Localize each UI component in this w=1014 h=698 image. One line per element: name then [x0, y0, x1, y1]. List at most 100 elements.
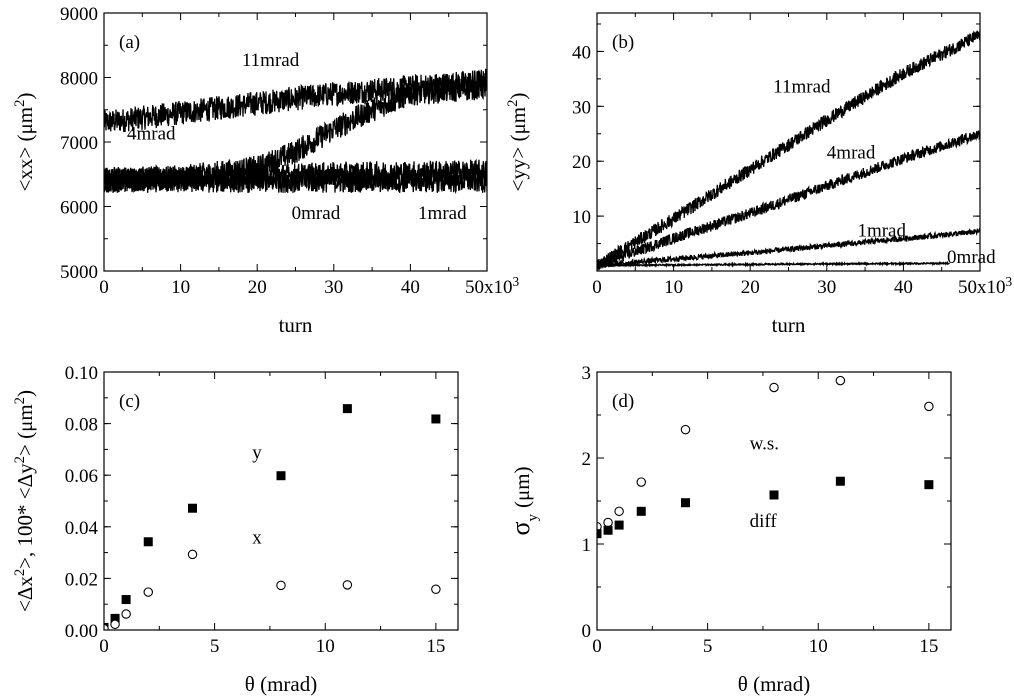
panel-label: (b) — [612, 32, 634, 53]
x-tick-label: 15 — [426, 636, 445, 657]
y-tick-label: 3 — [582, 363, 592, 384]
plot-area — [597, 29, 980, 271]
panel-label: (d) — [612, 391, 634, 412]
annotation-11mrad: 11mrad — [242, 50, 300, 71]
panel-a: 0 10 20 30 40 50x103 5000 6000 7000 8000 9000 (a) 11… — [12, 4, 520, 337]
y-axis-label: <Δx2>, 100* <Δy2> (μm2) — [12, 390, 37, 612]
series-y-point — [188, 503, 197, 513]
y-tick-label: 7000 — [60, 133, 98, 154]
y-tick-label: 0.04 — [65, 518, 99, 539]
annotation-x: x — [252, 528, 262, 549]
series-y-point — [121, 595, 131, 605]
series-0mrad — [104, 166, 487, 195]
y-tick-label: 0.06 — [65, 466, 98, 487]
annotation-11mrad: 11mrad — [773, 77, 831, 98]
series-x-point — [431, 584, 441, 594]
x-axis-label: θ (mrad) — [738, 672, 810, 696]
x-tick-label: 0 — [592, 277, 602, 298]
y-tick-label: 2 — [582, 449, 592, 470]
series-w-s--point — [597, 522, 602, 532]
x-tick-label: 50x103 — [465, 274, 520, 299]
series-x-point — [342, 580, 353, 590]
series-11mrad — [104, 68, 487, 133]
x-tick-label: 50x103 — [958, 274, 1013, 299]
series-y-point — [431, 414, 441, 424]
annotation-diff: diff — [750, 511, 778, 532]
x-axis-label: θ (mrad) — [245, 672, 317, 696]
y-tick-label: 0 — [582, 621, 592, 642]
y-axis-label: <yy> (μm2) — [505, 93, 530, 192]
series-w-s--point — [636, 477, 646, 487]
series-x-point — [121, 609, 131, 619]
y-tick-label: 9000 — [60, 4, 98, 25]
x-tick-label: 30 — [324, 277, 343, 298]
y-tick-label: 40 — [572, 42, 591, 63]
annotation-y: y — [252, 442, 262, 463]
panel-d: 0 5 10 15 0 1 2 3 (d) w.s. diff θ (mrad) σy(μm) — [506, 363, 952, 696]
y-tick-label: 0.10 — [65, 363, 98, 384]
series-w-s--point — [769, 382, 779, 393]
series-diff-point — [924, 480, 934, 490]
plot-area — [104, 68, 487, 195]
x-tick-label: 40 — [401, 277, 420, 298]
series-11mrad — [597, 29, 980, 271]
series-y-point — [276, 471, 286, 481]
series-diff-point — [681, 498, 690, 508]
x-tick-label: 5 — [210, 636, 220, 657]
annotation-w-s: w.s. — [750, 433, 779, 454]
x-tick-label: 30 — [817, 277, 836, 298]
plot-area — [104, 404, 441, 630]
plot-area — [597, 375, 934, 539]
y-axis-label: σy(μm) — [506, 466, 541, 535]
y-tick-label: 0.02 — [65, 569, 98, 590]
series-y-point — [342, 404, 352, 414]
x-tick-label: 10 — [171, 277, 190, 298]
series-diff-point — [603, 525, 613, 535]
series-w-s--point — [614, 506, 624, 517]
plot-frame — [596, 371, 952, 631]
series-y-point — [143, 537, 153, 547]
x-tick-label: 10 — [664, 277, 683, 298]
y-tick-label: 10 — [572, 207, 591, 228]
y-axis-label: <xx> (μm2) — [12, 93, 37, 192]
series-x-point — [143, 587, 154, 597]
y-tick-label: 6000 — [60, 198, 98, 219]
x-tick-label: 10 — [316, 636, 335, 657]
x-tick-label: 20 — [741, 277, 760, 298]
series-w-s--point — [924, 401, 934, 412]
series-diff-point — [769, 490, 779, 500]
x-tick-label: 0 — [99, 636, 109, 657]
x-axis-label: turn — [772, 313, 806, 337]
x-tick-label: 40 — [894, 277, 913, 298]
annotation-1mrad: 1mrad — [857, 220, 906, 241]
series-w-s--point — [680, 424, 691, 435]
y-tick-label: 30 — [572, 97, 591, 118]
series-diff-point — [597, 529, 602, 539]
series-x-point — [110, 619, 120, 630]
panel-c: 0 5 10 15 0.00 0.02 0.04 0.06 0.08 0.10 (c) y x θ (mr… — [12, 363, 459, 696]
series-x-point — [276, 580, 286, 591]
series-w-s--point — [835, 375, 846, 386]
y-tick-label: 0.08 — [65, 415, 98, 436]
series-0mrad — [597, 260, 950, 269]
x-tick-label: 10 — [809, 636, 828, 657]
panel-label: (a) — [119, 32, 140, 53]
panel-b: 0 10 20 30 40 50x103 10 20 30 40 (b) 11mrad 4mrad 1mr… — [505, 12, 1013, 337]
x-tick-label: 5 — [703, 636, 713, 657]
x-axis-label: turn — [279, 313, 313, 337]
series-1mrad — [104, 158, 487, 192]
series-diff-point — [835, 476, 845, 486]
series-x-point — [187, 549, 198, 560]
series-y-point — [110, 613, 120, 623]
annotation-4mrad: 4mrad — [827, 142, 876, 163]
x-tick-label: 0 — [99, 277, 109, 298]
annotation-4mrad: 4mrad — [127, 123, 176, 144]
y-tick-label: 5000 — [60, 262, 98, 283]
panel-label: (c) — [119, 391, 140, 412]
y-tick-label: 1 — [582, 535, 592, 556]
series-w-s--point — [603, 517, 613, 528]
y-tick-label: 8000 — [60, 69, 98, 90]
series-diff-point — [636, 506, 646, 516]
x-tick-label: 0 — [592, 636, 602, 657]
